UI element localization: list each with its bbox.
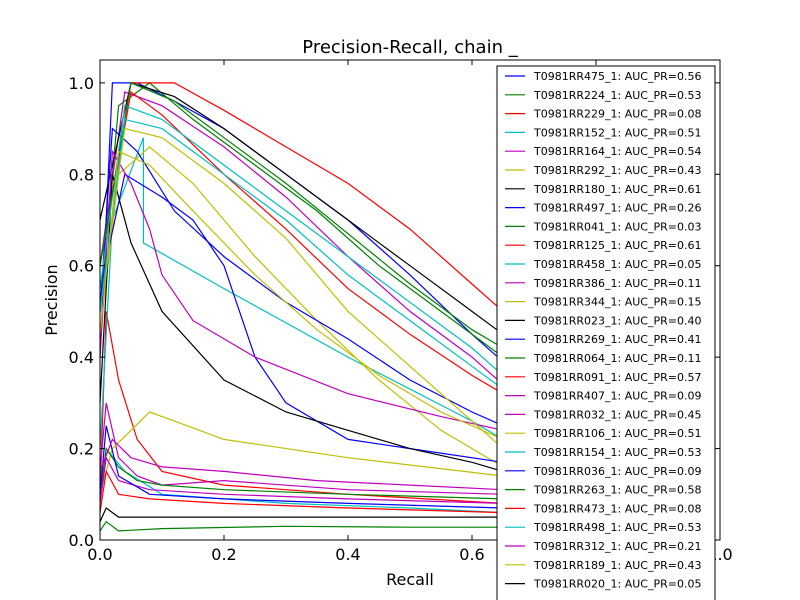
y-tick-label-4: 0.8 [69, 165, 94, 184]
legend-entry-15: T0981RR064_1: AUC_PR=0.11 [533, 352, 701, 365]
legend-entry-11: T0981RR386_1: AUC_PR=0.11 [533, 277, 701, 290]
series-line-24 [100, 118, 504, 390]
legend-entry-27: T0981RR020_1: AUC_PR=0.05 [533, 578, 701, 591]
series-line-25 [100, 438, 504, 491]
legend-entry-13: T0981RR023_1: AUC_PR=0.40 [533, 314, 701, 327]
y-tick-label-3: 0.6 [69, 257, 94, 276]
chart-title: Precision-Recall, chain _ [302, 37, 518, 58]
legend-entry-1: T0981RR224_1: AUC_PR=0.53 [533, 89, 701, 102]
legend-entry-0: T0981RR475_1: AUC_PR=0.56 [533, 70, 701, 83]
series-line-23 [100, 469, 504, 514]
legend-entry-24: T0981RR498_1: AUC_PR=0.53 [533, 521, 701, 534]
legend-entry-12: T0981RR344_1: AUC_PR=0.15 [533, 296, 701, 309]
legend-entry-14: T0981RR269_1: AUC_PR=0.41 [533, 333, 701, 346]
series-line-2 [100, 311, 504, 504]
series-line-22 [100, 82, 504, 349]
y-tick-label-1: 0.2 [69, 440, 94, 459]
legend-entry-9: T0981RR125_1: AUC_PR=0.61 [533, 239, 701, 252]
series-line-16 [100, 90, 504, 395]
legend-entry-2: T0981RR229_1: AUC_PR=0.08 [533, 108, 701, 121]
legend-entry-7: T0981RR497_1: AUC_PR=0.26 [533, 202, 701, 215]
series-line-9 [100, 82, 504, 312]
legend-entry-23: T0981RR473_1: AUC_PR=0.08 [533, 502, 701, 515]
series-line-8 [100, 520, 503, 532]
legend-entry-17: T0981RR407_1: AUC_PR=0.09 [533, 390, 701, 403]
legend-entry-6: T0981RR180_1: AUC_PR=0.61 [533, 183, 701, 196]
series-line-12 [100, 411, 504, 495]
legend-entry-26: T0981RR189_1: AUC_PR=0.43 [533, 559, 701, 572]
y-tick-label-5: 1.0 [69, 74, 94, 93]
series-line-17 [100, 455, 504, 504]
series-line-11 [100, 402, 504, 495]
y-tick-label-2: 0.4 [69, 348, 94, 367]
x-tick-label-2: 0.4 [335, 545, 360, 564]
legend-box [496, 65, 716, 600]
series-line-5 [100, 146, 504, 468]
legend-entry-16: T0981RR091_1: AUC_PR=0.57 [533, 371, 701, 384]
legend-entry-8: T0981RR041_1: AUC_PR=0.03 [533, 220, 701, 233]
series-line-14 [100, 127, 504, 427]
legend: T0981RR475_1: AUC_PR=0.56 T0981RR224_1: A… [496, 65, 716, 600]
series-line-27 [100, 507, 503, 522]
series-line-4 [100, 91, 504, 386]
series-line-21 [100, 425, 504, 509]
legend-entry-20: T0981RR154_1: AUC_PR=0.53 [533, 446, 701, 459]
series-line-20 [100, 104, 504, 376]
legend-entry-25: T0981RR312_1: AUC_PR=0.21 [533, 540, 701, 553]
legend-entry-10: T0981RR458_1: AUC_PR=0.05 [533, 258, 701, 271]
x-tick-label-0: 0.0 [87, 545, 112, 564]
y-tick-label-0: 0.0 [69, 531, 94, 550]
legend-entry-18: T0981RR032_1: AUC_PR=0.45 [533, 408, 701, 421]
series-line-13 [100, 174, 504, 472]
x-axis-label: Recall [386, 570, 434, 589]
legend-entry-19: T0981RR106_1: AUC_PR=0.51 [533, 427, 701, 440]
plot-frame [99, 59, 721, 541]
y-axis-label: Precision [42, 264, 61, 335]
x-tick-label-1: 0.2 [211, 545, 236, 564]
series-line-18 [100, 149, 504, 431]
legend-entry-5: T0981RR292_1: AUC_PR=0.43 [533, 164, 701, 177]
series-line-10 [100, 447, 504, 514]
series-line-3 [100, 137, 504, 449]
series-line-6 [100, 82, 504, 335]
legend-entry-4: T0981RR164_1: AUC_PR=0.54 [533, 145, 701, 158]
series-line-26 [100, 150, 504, 440]
legend-entry-21: T0981RR036_1: AUC_PR=0.09 [533, 465, 701, 478]
series-line-19 [100, 127, 504, 450]
series-line-7 [100, 173, 504, 463]
series-layer [100, 82, 504, 532]
legend-entry-22: T0981RR263_1: AUC_PR=0.58 [533, 484, 701, 497]
legend-entry-3: T0981RR152_1: AUC_PR=0.51 [533, 126, 701, 139]
x-tick-label-3: 0.6 [459, 545, 484, 564]
